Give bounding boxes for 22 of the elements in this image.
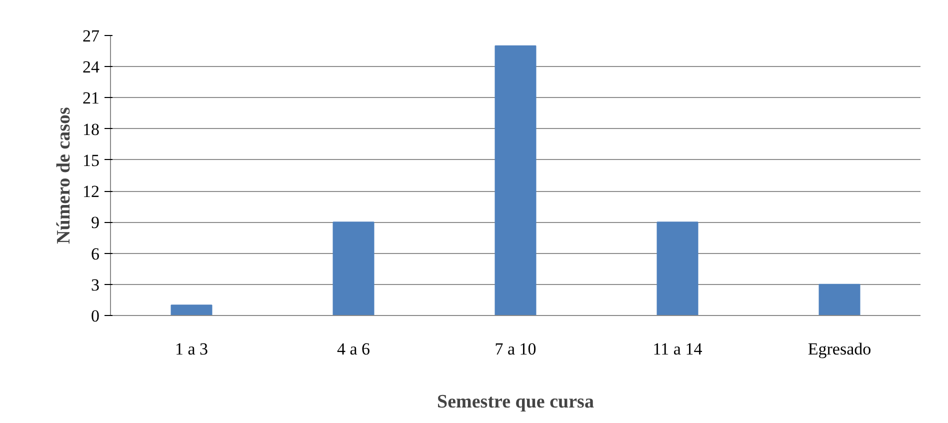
y-tick-label: 18 [82, 120, 100, 139]
y-tick-label: 15 [82, 150, 100, 170]
bar [818, 284, 860, 316]
x-tick-label: 7 a 10 [494, 340, 536, 358]
y-tick-label: 6 [91, 244, 100, 264]
y-axis-title: Número de casos [54, 107, 74, 244]
x-axis-title: Semestre que cursa [437, 392, 594, 412]
y-tick-label: 9 [91, 213, 100, 232]
y-tick-label: 3 [91, 275, 100, 294]
y-tick-label: 21 [82, 88, 100, 108]
bar [332, 222, 374, 316]
x-tick-label: Egresado [808, 340, 872, 358]
y-tick-label: 12 [82, 182, 100, 202]
y-tick-label: 27 [82, 26, 100, 46]
x-tick-label: 1 a 3 [174, 340, 208, 358]
y-tick-label: 24 [82, 58, 100, 77]
x-tick-label: 11 a 14 [652, 340, 703, 358]
bar [494, 45, 536, 316]
y-tick-label: 0 [91, 306, 100, 326]
x-tick-label: 4 a 6 [336, 340, 370, 358]
bar [656, 222, 698, 316]
bar [170, 304, 212, 316]
